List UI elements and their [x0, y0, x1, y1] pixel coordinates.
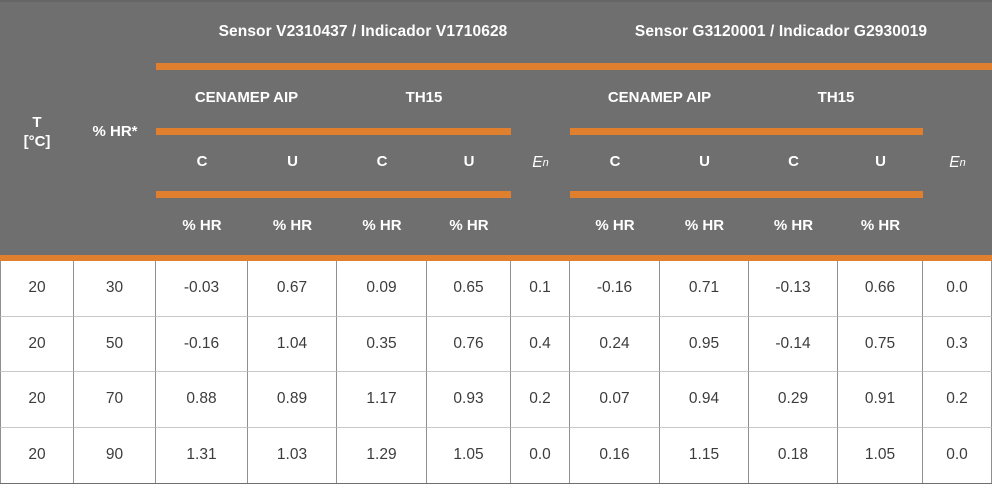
table-cell: 0.3 — [923, 316, 992, 372]
column-header-u: U — [875, 153, 886, 171]
temperature-label-symbol: T — [32, 113, 42, 131]
table-cell: 0.35 — [337, 316, 427, 372]
unit-header: % HR — [449, 217, 489, 235]
table-cell: 30 — [74, 261, 156, 317]
column-header-u: U — [699, 153, 710, 171]
unit-header: % HR — [684, 217, 725, 235]
column-header-c: C — [376, 153, 388, 171]
table-cell: 50 — [74, 316, 156, 372]
method-header-cenamep-2: CENAMEP AIP — [607, 89, 712, 107]
unit-header: % HR — [860, 217, 901, 235]
temperature-label-unit: [°C] — [23, 132, 51, 150]
column-header-u: U — [287, 153, 298, 171]
table-cell: 0.09 — [337, 261, 427, 317]
en-symbol: E — [532, 153, 543, 171]
table-cell: 20 — [0, 427, 74, 483]
sensor-group-2-title: Sensor G3120001 / Indicador G2930019 — [634, 23, 928, 41]
table-header: T [°C] % HR* Sensor V2310437 / Indicador… — [0, 0, 992, 263]
unit-header: % HR — [773, 217, 814, 235]
column-header-c: C — [788, 153, 799, 171]
table-cell: -0.03 — [156, 261, 248, 317]
unit-header: % HR — [272, 217, 313, 235]
table-cell: 0.75 — [838, 316, 923, 372]
unit-header: % HR — [362, 217, 402, 235]
table-cell: 0.07 — [570, 372, 660, 428]
reference-humidity-column-header: % HR* — [92, 123, 138, 141]
table-cell: 0.29 — [749, 372, 838, 428]
table-cell: 0.95 — [660, 316, 749, 372]
table-cell: 0.67 — [248, 261, 337, 317]
column-header-u: U — [463, 153, 475, 171]
orange-rule-header-bottom — [0, 255, 992, 263]
orange-rule-cu-1 — [156, 190, 511, 198]
table-cell: 0.0 — [923, 261, 992, 317]
table-cell: 0.0 — [923, 427, 992, 483]
table-cell: 70 — [74, 372, 156, 428]
unit-header: % HR — [595, 217, 635, 235]
table-cell: 0.66 — [838, 261, 923, 317]
column-header-c: C — [196, 153, 208, 171]
table-cell: 0.1 — [511, 261, 570, 317]
table-cell: 0.16 — [570, 427, 660, 483]
sensor-group-1-title: Sensor V2310437 / Indicador V1710628 — [218, 23, 508, 41]
table-cell: 0.88 — [156, 372, 248, 428]
orange-rule-methods-1 — [156, 127, 511, 135]
table-cell: 0.2 — [923, 372, 992, 428]
temperature-column-header: T [°C] — [0, 2, 74, 263]
table-cell: 0.71 — [660, 261, 749, 317]
table-cell: 1.05 — [838, 427, 923, 483]
method-header-th15-1: TH15 — [405, 89, 443, 107]
table-cell: 0.93 — [427, 372, 511, 428]
table-cell: 1.31 — [156, 427, 248, 483]
table-cell: 0.94 — [660, 372, 749, 428]
method-header-cenamep-1: CENAMEP AIP — [194, 89, 299, 107]
table-cell: 1.04 — [248, 316, 337, 372]
table-cell: 0.65 — [427, 261, 511, 317]
orange-rule-titles — [156, 62, 992, 70]
table-cell: 0.91 — [838, 372, 923, 428]
table-cell: -0.16 — [570, 261, 660, 317]
table-cell: 0.18 — [749, 427, 838, 483]
table-body: 20 30 -0.03 0.67 0.09 0.65 0.1 -0.16 0.7… — [0, 261, 992, 484]
table-cell: 1.15 — [660, 427, 749, 483]
table-cell: 1.29 — [337, 427, 427, 483]
table-cell: 0.2 — [511, 372, 570, 428]
table-cell: 0.0 — [511, 427, 570, 483]
table-cell: 90 — [74, 427, 156, 483]
table-cell: 0.4 — [511, 316, 570, 372]
table-cell: 0.76 — [427, 316, 511, 372]
table-cell: -0.16 — [156, 316, 248, 372]
table-cell: 1.05 — [427, 427, 511, 483]
column-header-c: C — [609, 153, 621, 171]
orange-rule-methods-2 — [570, 127, 923, 135]
table-cell: 20 — [0, 261, 74, 317]
method-header-th15-2: TH15 — [817, 89, 855, 107]
unit-header: % HR — [182, 217, 222, 235]
table-cell: -0.13 — [749, 261, 838, 317]
table-cell: 0.24 — [570, 316, 660, 372]
en-symbol: E — [949, 153, 960, 171]
table-cell: 20 — [0, 372, 74, 428]
table-cell: 20 — [0, 316, 74, 372]
orange-rule-cu-2 — [570, 190, 923, 198]
table-cell: 1.17 — [337, 372, 427, 428]
table-cell: 0.89 — [248, 372, 337, 428]
table-cell: -0.14 — [749, 316, 838, 372]
table-cell: 1.03 — [248, 427, 337, 483]
